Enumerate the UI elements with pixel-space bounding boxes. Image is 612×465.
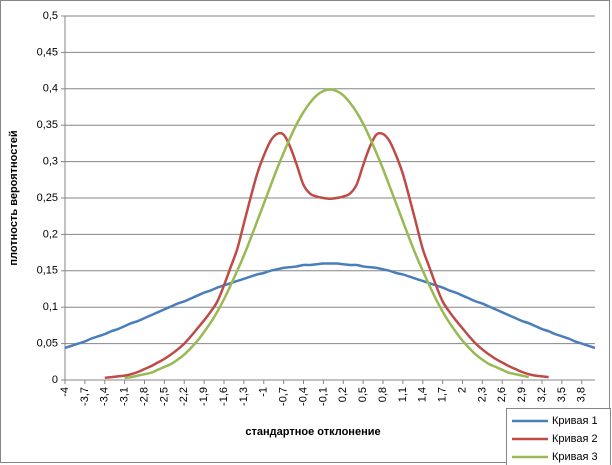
y-tick-label: 0,5 <box>43 10 58 22</box>
x-tick-label: -2,2 <box>178 387 190 406</box>
x-tick-label: -1,3 <box>238 387 250 406</box>
x-tick-label: -2,5 <box>158 387 170 406</box>
y-tick-label: 0,25 <box>37 192 58 204</box>
y-tick-label: 0,05 <box>37 338 58 350</box>
series-line <box>124 88 530 380</box>
x-tick-label: -3,7 <box>79 387 91 406</box>
legend-label: Кривая 3 <box>552 451 598 463</box>
x-tick-label: -3,1 <box>119 387 131 406</box>
y-tick-label: 0,2 <box>43 228 58 240</box>
x-tick-label: -0,1 <box>317 387 329 406</box>
x-tick-label: 2,6 <box>496 387 508 402</box>
y-tick-label: 0,1 <box>43 301 58 313</box>
y-tick-label: 0,15 <box>37 265 58 277</box>
x-tick-label: -4 <box>59 387 71 397</box>
x-tick-label: -2,8 <box>138 387 150 406</box>
y-tick-label: 0,45 <box>37 46 58 58</box>
x-tick-label: 3,5 <box>556 387 568 402</box>
x-tick-label: -0,7 <box>278 387 290 406</box>
x-tick-label: 0,2 <box>337 387 349 402</box>
legend-label: Кривая 2 <box>552 433 598 445</box>
y-tick-label: 0,35 <box>37 119 58 131</box>
x-tick-label: -1 <box>258 387 270 397</box>
x-tick-label: 1,7 <box>437 387 449 402</box>
series-line <box>104 131 549 380</box>
x-axis-title: стандартное отклонение <box>245 426 380 438</box>
series-line <box>64 262 596 350</box>
x-tick-label: 2 <box>456 387 468 393</box>
x-tick-label: 3,8 <box>576 387 588 402</box>
x-tick-label: -3,4 <box>99 387 111 406</box>
legend-label: Кривая 1 <box>552 415 598 427</box>
y-tick-label: 0,3 <box>43 156 58 168</box>
x-tick-label: 1,4 <box>417 387 429 402</box>
x-tick-label: 3,2 <box>536 387 548 402</box>
y-tick-label: 0,4 <box>43 83 58 95</box>
x-tick-label: 2,9 <box>516 387 528 402</box>
x-tick-label: 2,3 <box>476 387 488 402</box>
y-axis-title: плотность вероятностей <box>8 130 20 265</box>
x-tick-label: -0,4 <box>297 387 309 406</box>
x-tick-label: -1,6 <box>218 387 230 406</box>
legend-box <box>506 408 611 465</box>
x-tick-label: 0,8 <box>377 387 389 402</box>
y-tick-label: 0 <box>52 374 58 386</box>
x-tick-label: -1,9 <box>198 387 210 406</box>
x-tick-label: 0,5 <box>357 387 369 402</box>
x-tick-label: 1,1 <box>397 387 409 402</box>
